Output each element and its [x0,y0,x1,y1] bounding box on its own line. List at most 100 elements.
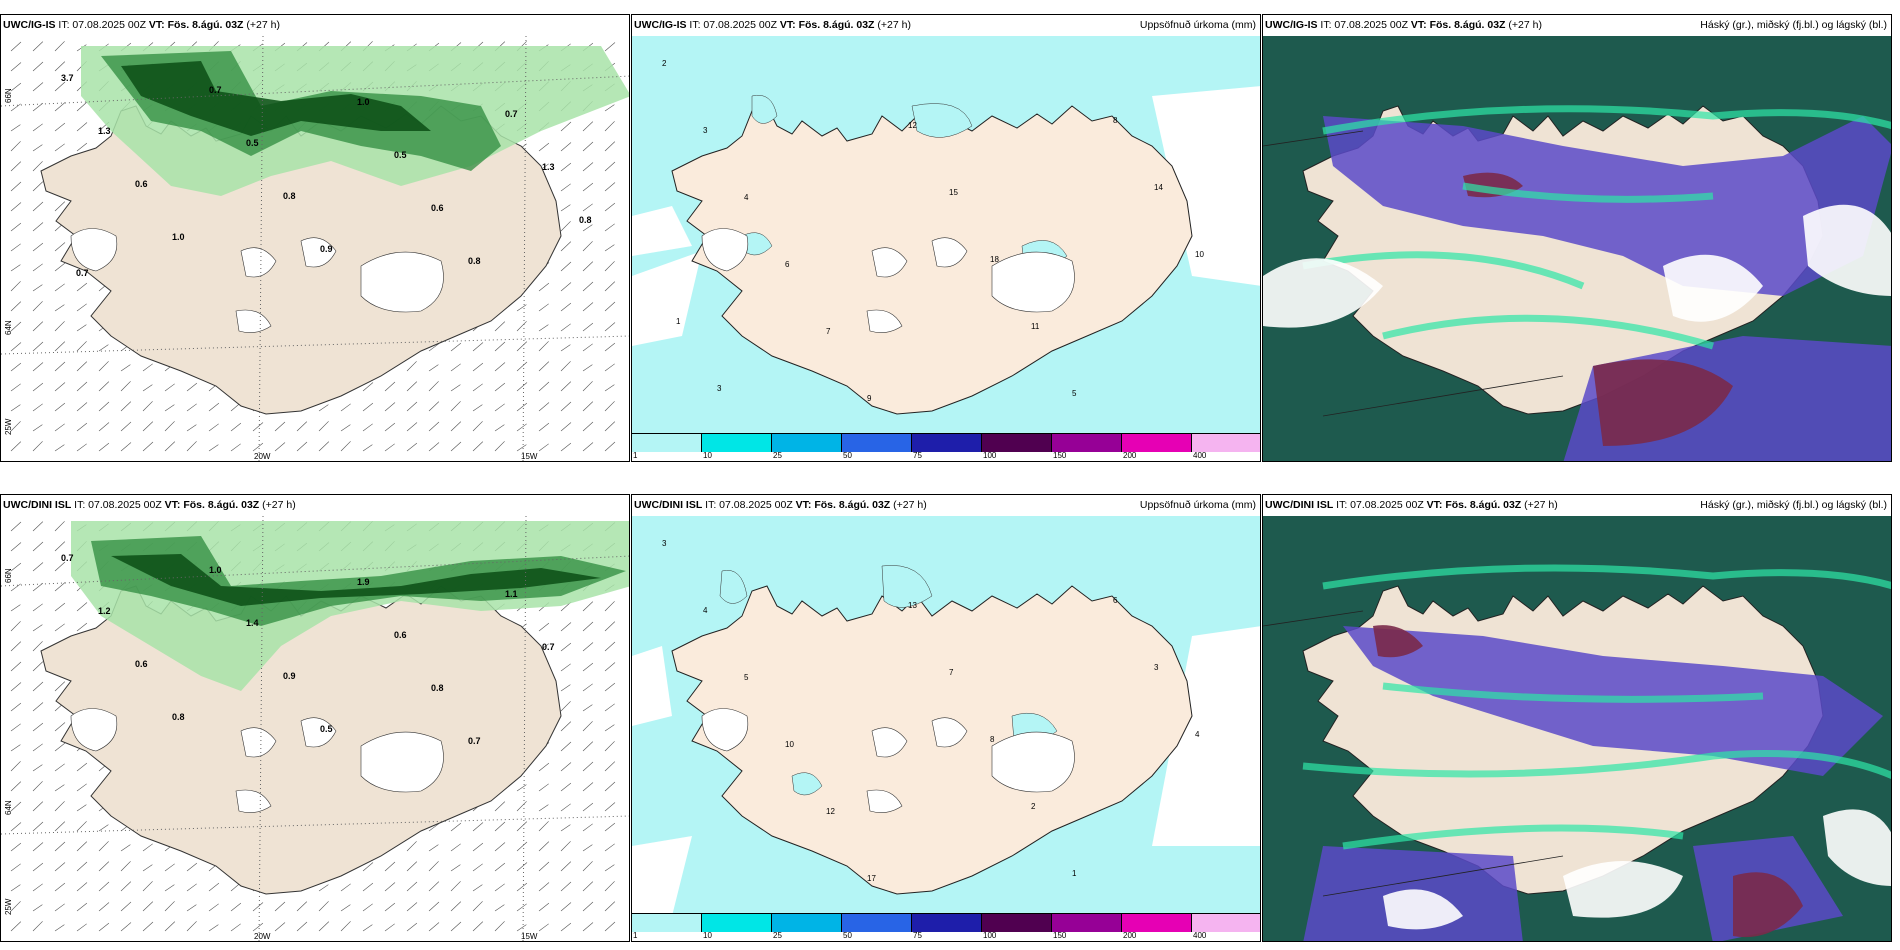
wind-barb [76,282,88,292]
map-panel-igis-precip: UWC/IG-IS IT: 07.08.2025 00Z VT: Fös. 8.… [631,14,1261,462]
wind-barb [428,343,439,352]
wind-barb [582,121,594,132]
wind-barb [384,923,395,932]
wind-barb [54,102,66,112]
precip-value-label: 1.0 [172,232,185,242]
wind-barb [340,403,351,412]
precip-value-label: 1.9 [357,577,370,587]
colorbar-swatch [1052,914,1122,932]
wind-barb [164,901,175,912]
wind-barb [428,881,440,892]
wind-barb [230,443,241,452]
wind-barb [296,901,308,912]
dry-area [1152,626,1260,846]
wind-barb [582,621,594,632]
wind-barb [318,421,329,432]
wind-barb [582,782,594,792]
wind-barb [32,123,43,132]
wind-barb [32,842,44,852]
wind-barb [604,244,615,252]
wind-barb [582,224,593,232]
precip-amount-label: 1 [676,317,681,326]
wind-barb [604,682,616,692]
wind-barb [252,922,264,932]
precip-value-label: 0.7 [542,642,555,652]
wind-barb [582,861,593,872]
wind-barb [54,784,65,792]
wind-barb [54,382,66,392]
wind-barb [10,901,21,912]
high-cloud-overlap [1593,359,1733,446]
wind-barb [98,442,110,452]
wind-barb [32,681,44,692]
wind-barb [582,601,594,612]
map-panel-igis-wind: UWC/IG-IS IT: 07.08.2025 00Z VT: Fös. 8.… [0,14,630,462]
wind-barb [384,402,396,412]
wind-barb [142,881,153,892]
colorbar-swatch [842,914,912,932]
panel-header: UWC/IG-IS IT: 07.08.2025 00Z VT: Fös. 8.… [632,15,1260,36]
clear-sky-area [1663,254,1763,322]
wind-barb [274,901,286,912]
wind-barb [10,702,22,712]
wind-barb [76,142,88,152]
wind-barb [384,861,396,872]
cloud-contour [1382,682,1764,703]
wind-barb [32,562,44,572]
wind-barb [538,324,549,332]
colorbar-tick-label: 150 [1053,931,1067,940]
mid-cloud-area [1323,116,1891,296]
colorbar-swatch [1192,914,1260,932]
wind-barb [362,402,374,412]
wind-barb [54,821,66,832]
wind-barb [164,404,175,412]
wind-barb [428,442,440,452]
precip-amount-label: 4 [703,606,708,615]
wind-barb [10,161,22,172]
wind-barb [120,901,132,912]
wind-barb [604,363,615,372]
wind-barb [494,821,506,832]
wind-barb [10,441,22,452]
wind-barb [472,901,483,912]
wind-barb [538,443,549,452]
colorbar-tick-label: 100 [983,451,997,460]
wind-barb [54,242,66,252]
wind-barb [32,801,44,812]
wind-barb [76,381,88,392]
wind-barb [604,864,615,872]
wind-barb [406,361,417,372]
precip-value-label: 1.1 [505,589,518,599]
wind-barb [32,521,44,532]
wind-barb [98,344,109,352]
panel-header: UWC/IG-IS IT: 07.08.2025 00Z VT: Fös. 8.… [1263,15,1891,36]
wind-barb [76,303,87,312]
wind-barb [560,162,572,172]
wind-barb [494,883,505,892]
wind-barb [230,422,242,432]
precip-value-label: 0.5 [246,138,259,148]
wind-barb [54,582,66,592]
wind-barb [274,442,286,452]
colorbar-swatch [1122,914,1192,932]
wind-barb [516,402,528,412]
panel-header: UWC/DINI ISL IT: 07.08.2025 00Z VT: Fös.… [632,495,1260,516]
precip-colorbar: 1 10 25 50 75 100 150 200 400 [632,433,1260,461]
wind-barb [76,602,88,612]
glacier [871,727,908,758]
wind-barb [604,921,616,932]
wind-barb [450,401,461,412]
wind-barb [604,441,616,452]
wind-barb [32,661,44,672]
wind-barb [32,921,43,932]
wind-barb [252,442,264,452]
wind-barb [164,383,175,392]
wind-barb [538,861,550,872]
dry-area [632,206,692,256]
wind-barb [142,901,154,912]
precip-amount-label: 10 [1195,250,1204,259]
wind-barb [54,541,66,552]
panel-header: UWC/DINI ISL IT: 07.08.2025 00Z VT: Fös.… [1,495,629,516]
wind-barb [98,361,109,372]
clear-sky-area [1803,204,1891,296]
